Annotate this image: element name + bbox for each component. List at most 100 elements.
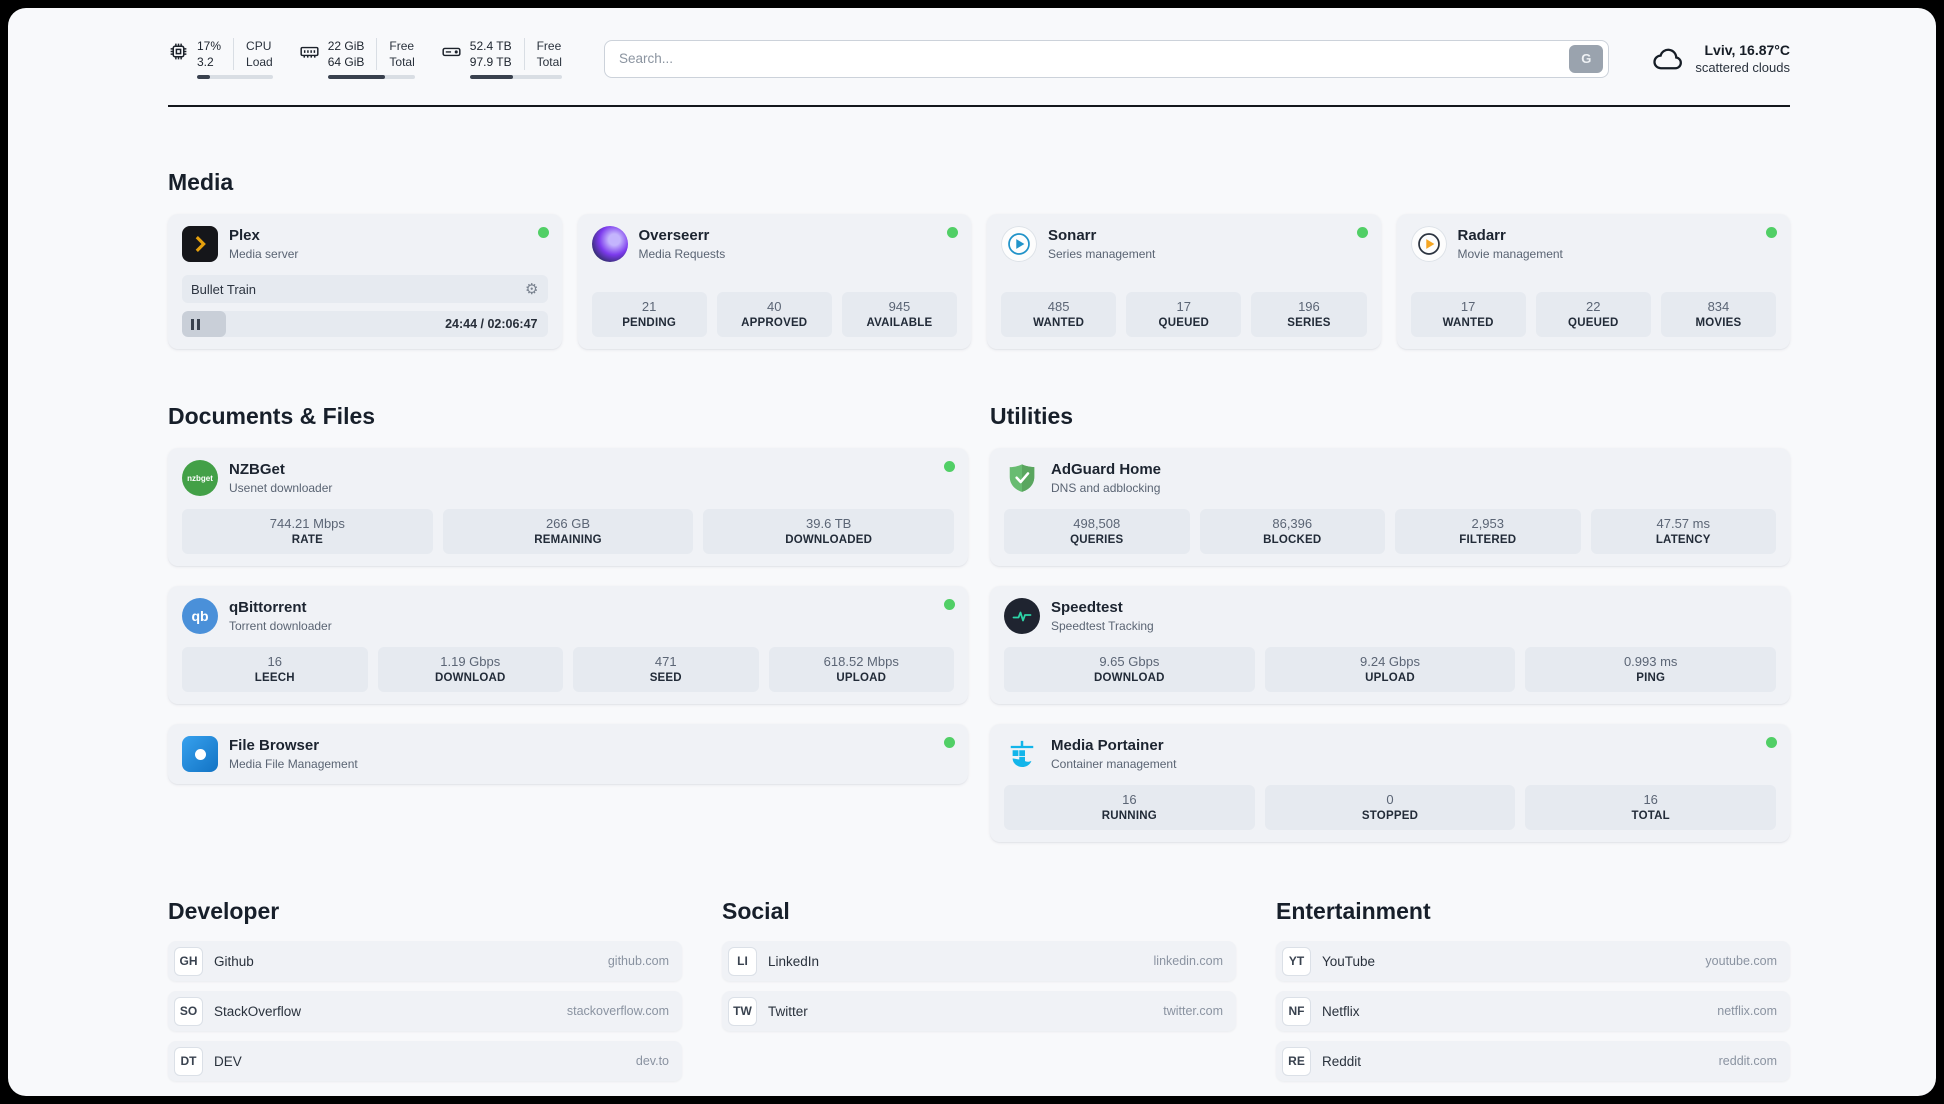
ram-total: 64 GiB (327, 55, 365, 70)
hard-drive-icon (441, 41, 462, 62)
section-title-utilities: Utilities (990, 403, 1074, 430)
app-subtitle: Movie management (1457, 247, 1563, 262)
cpu-metric: 17% 3.2 CPU Load (168, 38, 273, 80)
disk-total: 97.9 TB (469, 55, 512, 70)
ram-label-top: Free (389, 39, 415, 53)
disk-metric: 52.4 TB 97.9 TB Free Total (441, 38, 562, 80)
app-name: AdGuard Home (1051, 461, 1162, 479)
cpu-label-bottom: Load (246, 55, 273, 70)
bookmark-linkedin[interactable]: LI LinkedIn linkedin.com (722, 941, 1236, 982)
system-metrics: 17% 3.2 CPU Load (168, 38, 562, 80)
documents-column: nzbget NZBGet Usenet downloader 744.21 M… (168, 448, 968, 785)
stat-wanted: 17 WANTED (1410, 292, 1526, 338)
app-card-portainer[interactable]: Media Portainer Container management 16 … (990, 724, 1790, 843)
app-name: qBittorrent (229, 599, 307, 617)
speedtest-icon (1004, 598, 1040, 635)
app-card-qbittorrent[interactable]: qb qBittorrent Torrent downloader 16 LEE… (168, 586, 968, 705)
cpu-progress-bar (197, 75, 273, 80)
stat-series: 196 SERIES (1251, 292, 1367, 338)
pause-button[interactable] (182, 311, 226, 338)
settings-gear-icon[interactable]: ⚙ (525, 281, 539, 299)
app-name: Speedtest (1051, 599, 1123, 617)
status-dot (1766, 227, 1777, 239)
bookmarks-developer: Developer GH Github github.com SO StackO… (168, 852, 682, 1091)
bookmark-netflix[interactable]: NF Netflix netflix.com (1276, 991, 1790, 1032)
dev-icon: DT (174, 1046, 203, 1076)
disk-label-bottom: Total (536, 55, 562, 70)
app-name: Media Portainer (1051, 737, 1164, 755)
sonarr-icon (1001, 226, 1037, 263)
app-card-radarr[interactable]: Radarr Movie management 17 WANTED 22 QUE… (1396, 214, 1790, 350)
adguard-icon (1004, 460, 1040, 496)
bookmark-reddit[interactable]: RE Reddit reddit.com (1276, 1041, 1790, 1082)
bookmark-youtube[interactable]: YT YouTube youtube.com (1276, 941, 1790, 982)
dashboard-page: 17% 3.2 CPU Load (8, 8, 1936, 1096)
portainer-icon (1004, 736, 1040, 772)
app-subtitle: Media Requests (638, 247, 726, 262)
app-card-nzbget[interactable]: nzbget NZBGet Usenet downloader 744.21 M… (168, 448, 968, 567)
stat-queued: 17 QUEUED (1126, 292, 1242, 338)
app-subtitle: Torrent downloader (229, 619, 332, 634)
bookmark-github[interactable]: GH Github github.com (168, 941, 682, 982)
stackoverflow-icon: SO (174, 996, 203, 1026)
app-name: Sonarr (1048, 227, 1097, 245)
app-subtitle: Speedtest Tracking (1051, 619, 1154, 634)
bookmark-twitter[interactable]: TW Twitter twitter.com (722, 991, 1236, 1032)
overseerr-icon (591, 226, 628, 263)
disk-progress-bar (469, 75, 562, 80)
top-bar: 17% 3.2 CPU Load (168, 8, 1790, 80)
github-icon: GH (174, 946, 203, 976)
bookmark-dev[interactable]: DT DEV dev.to (168, 1041, 682, 1082)
ram-label-bottom: Total (389, 55, 415, 70)
cpu-usage: 17% (197, 39, 222, 53)
stat-wanted: 485 WANTED (1001, 292, 1117, 338)
app-card-filebrowser[interactable]: File Browser Media File Management (168, 724, 968, 785)
app-name: Radarr (1457, 227, 1506, 245)
status-dot (944, 599, 955, 611)
status-dot (944, 737, 955, 749)
stat-ping: 0.993 ms PING (1525, 647, 1777, 693)
stat-rate: 744.21 Mbps RATE (182, 509, 433, 555)
stat-downloaded: 39.6 TB DOWNLOADED (703, 509, 955, 555)
stat-running: 16 RUNNING (1004, 785, 1255, 831)
status-dot (1766, 737, 1777, 749)
cloud-icon (1651, 42, 1685, 76)
section-title-media: Media (168, 169, 234, 196)
weather-widget: Lviv, 16.87°C scattered clouds (1651, 42, 1790, 76)
stat-available: 945 AVAILABLE (841, 292, 958, 338)
app-name: File Browser (229, 737, 320, 755)
search-box: G (603, 39, 1610, 78)
bookmark-stackoverflow[interactable]: SO StackOverflow stackoverflow.com (168, 991, 682, 1032)
app-subtitle: Container management (1051, 757, 1177, 772)
disk-label-top: Free (536, 39, 562, 53)
search-engine-button[interactable]: G (1569, 44, 1604, 73)
netflix-icon: NF (1282, 996, 1311, 1026)
player-seek-bar[interactable]: 24:44 / 02:06:47 (182, 311, 548, 338)
stat-latency: 47.57 ms LATENCY (1590, 509, 1776, 555)
stat-stopped: 0 STOPPED (1264, 785, 1516, 831)
status-dot (944, 461, 955, 473)
now-playing-row: Bullet Train ⚙ (182, 275, 548, 304)
youtube-icon: YT (1282, 946, 1311, 976)
reddit-icon: RE (1282, 1046, 1311, 1076)
app-card-speedtest[interactable]: Speedtest Speedtest Tracking 9.65 Gbps D… (990, 586, 1790, 705)
utilities-column: AdGuard Home DNS and adblocking 498,508 … (990, 448, 1790, 843)
app-subtitle: Media File Management (229, 757, 358, 772)
section-title-entertainment: Entertainment (1276, 898, 1431, 925)
weather-condition: scattered clouds (1695, 60, 1790, 76)
cpu-icon (168, 41, 189, 62)
app-card-overseerr[interactable]: Overseerr Media Requests 21 PENDING 40 A… (577, 214, 971, 350)
cpu-label-top: CPU (246, 39, 272, 53)
app-card-sonarr[interactable]: Sonarr Series management 485 WANTED 17 Q… (987, 214, 1381, 350)
bookmarks-social: Social LI LinkedIn linkedin.com TW Twitt… (722, 852, 1236, 1091)
stat-download: 9.65 Gbps DOWNLOAD (1004, 647, 1255, 693)
app-card-adguard[interactable]: AdGuard Home DNS and adblocking 498,508 … (990, 448, 1790, 567)
linkedin-icon: LI (728, 946, 757, 976)
stat-pending: 21 PENDING (591, 292, 707, 338)
section-title-documents: Documents & Files (168, 403, 376, 430)
bookmarks-entertainment: Entertainment YT YouTube youtube.com NF … (1276, 852, 1790, 1091)
stat-movies: 834 MOVIES (1660, 292, 1777, 338)
ram-free: 22 GiB (327, 39, 365, 53)
app-card-plex[interactable]: Plex Media server Bullet Train ⚙ 24:44 /… (168, 214, 562, 350)
search-input[interactable] (618, 51, 1570, 67)
